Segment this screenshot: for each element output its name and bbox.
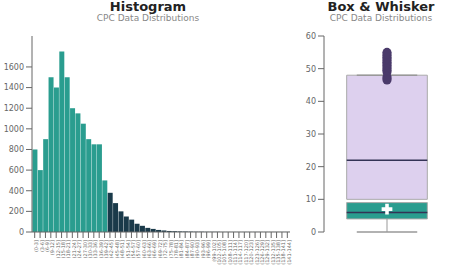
- svg-text:(99-102]: (99-102]: [210, 240, 217, 262]
- html-text:Histogram: Histogram: [109, 0, 187, 14]
- svg-text:(60-63]: (60-63]: [140, 240, 147, 259]
- svg-text:(111-114]: (111-114]: [232, 240, 239, 265]
- svg-text:(54-57]: (54-57]: [130, 240, 136, 259]
- svg-text:(24-27]: (24-27]: [76, 240, 83, 259]
- svg-text:(141-144]: (141-144]: [286, 240, 292, 265]
- svg-text:(78-81]: (78-81]: [173, 240, 179, 259]
- svg-text:(36-39]: (36-39]: [97, 240, 104, 259]
- svg-text:(15-18]: (15-18]: [60, 240, 67, 259]
- html-text:CPC Data Distributions: CPC Data Distributions: [96, 13, 200, 24]
- svg-text:(33-36]: (33-36]: [92, 240, 99, 259]
- svg-text:20: 20: [306, 163, 316, 172]
- html-text:CPC Data Distributions: CPC Data Distributions: [329, 13, 433, 24]
- svg-text:(45-48]: (45-48]: [113, 240, 120, 259]
- svg-text:40: 40: [306, 97, 316, 106]
- svg-text:30: 30: [306, 130, 316, 139]
- svg-text:(75-78]: (75-78]: [167, 240, 174, 259]
- svg-text:(123-126]: (123-126]: [253, 240, 260, 265]
- svg-text:(84-87]: (84-87]: [183, 240, 190, 259]
- svg-text:(96-99]: (96-99]: [205, 240, 212, 259]
- svg-text:(48-51]: (48-51]: [119, 240, 126, 259]
- svg-text:(129-132]: (129-132]: [264, 240, 271, 265]
- svg-text:(114-117]: (114-117]: [237, 240, 244, 265]
- svg-text:600: 600: [9, 166, 24, 175]
- svg-text:(135-138]: (135-138]: [275, 240, 282, 265]
- svg-text:(81-84]: (81-84]: [178, 240, 185, 259]
- svg-text:(3-6]: (3-6]: [38, 240, 45, 253]
- svg-text:(117-120]: (117-120]: [242, 240, 249, 265]
- svg-text:1400: 1400: [8, 83, 24, 92]
- svg-text:(21-24]: (21-24]: [70, 240, 77, 259]
- svg-text:(138-141]: (138-141]: [280, 240, 287, 265]
- svg-text:(90-93]: (90-93]: [194, 240, 201, 259]
- svg-text:1600: 1600: [8, 63, 24, 72]
- svg-text:50: 50: [306, 65, 316, 74]
- svg-text:(42-45]: (42-45]: [108, 240, 115, 259]
- svg-text:(30-33]: (30-33]: [87, 240, 93, 259]
- svg-text:(18-21]: (18-21]: [65, 240, 72, 259]
- svg-text:400: 400: [9, 187, 24, 196]
- svg-text:(66-69]: (66-69]: [151, 240, 158, 259]
- svg-text:(63-66]: (63-66]: [146, 240, 153, 259]
- svg-text:(102-105]: (102-105]: [216, 240, 222, 265]
- svg-text:200: 200: [9, 207, 24, 216]
- svg-text:(12-15]: (12-15]: [54, 240, 61, 259]
- svg-text:0: 0: [311, 228, 316, 237]
- svg-text:(126-129]: (126-129]: [259, 240, 265, 265]
- svg-text:10: 10: [306, 195, 316, 204]
- svg-text:1000: 1000: [8, 125, 24, 134]
- svg-text:(120-123]: (120-123]: [248, 240, 255, 265]
- svg-text:(0-3]: (0-3]: [33, 240, 40, 253]
- svg-text:(72-75]: (72-75]: [162, 240, 169, 259]
- svg-text:0: 0: [19, 228, 24, 237]
- svg-text:(51-54]: (51-54]: [124, 240, 131, 259]
- svg-text:60: 60: [306, 32, 316, 41]
- svg-text:(132-135]: (132-135]: [269, 240, 276, 265]
- svg-text:800: 800: [9, 145, 24, 154]
- svg-text:(69-72]: (69-72]: [156, 240, 163, 259]
- svg-text:(27-30]: (27-30]: [81, 240, 88, 259]
- svg-text:1200: 1200: [8, 104, 24, 113]
- html-text:Box & Whisker: Box & Whisker: [327, 0, 435, 14]
- svg-text:(87-90]: (87-90]: [189, 240, 196, 259]
- svg-text:(39-42]: (39-42]: [103, 240, 110, 259]
- svg-text:(9-12]: (9-12]: [49, 240, 56, 256]
- svg-text:(108-111]: (108-111]: [226, 240, 233, 265]
- svg-text:(93-96]: (93-96]: [199, 240, 206, 259]
- svg-text:(57-60]: (57-60]: [135, 240, 142, 259]
- svg-text:(105-108]: (105-108]: [221, 240, 228, 265]
- svg-text:(6-9]: (6-9]: [44, 240, 50, 253]
